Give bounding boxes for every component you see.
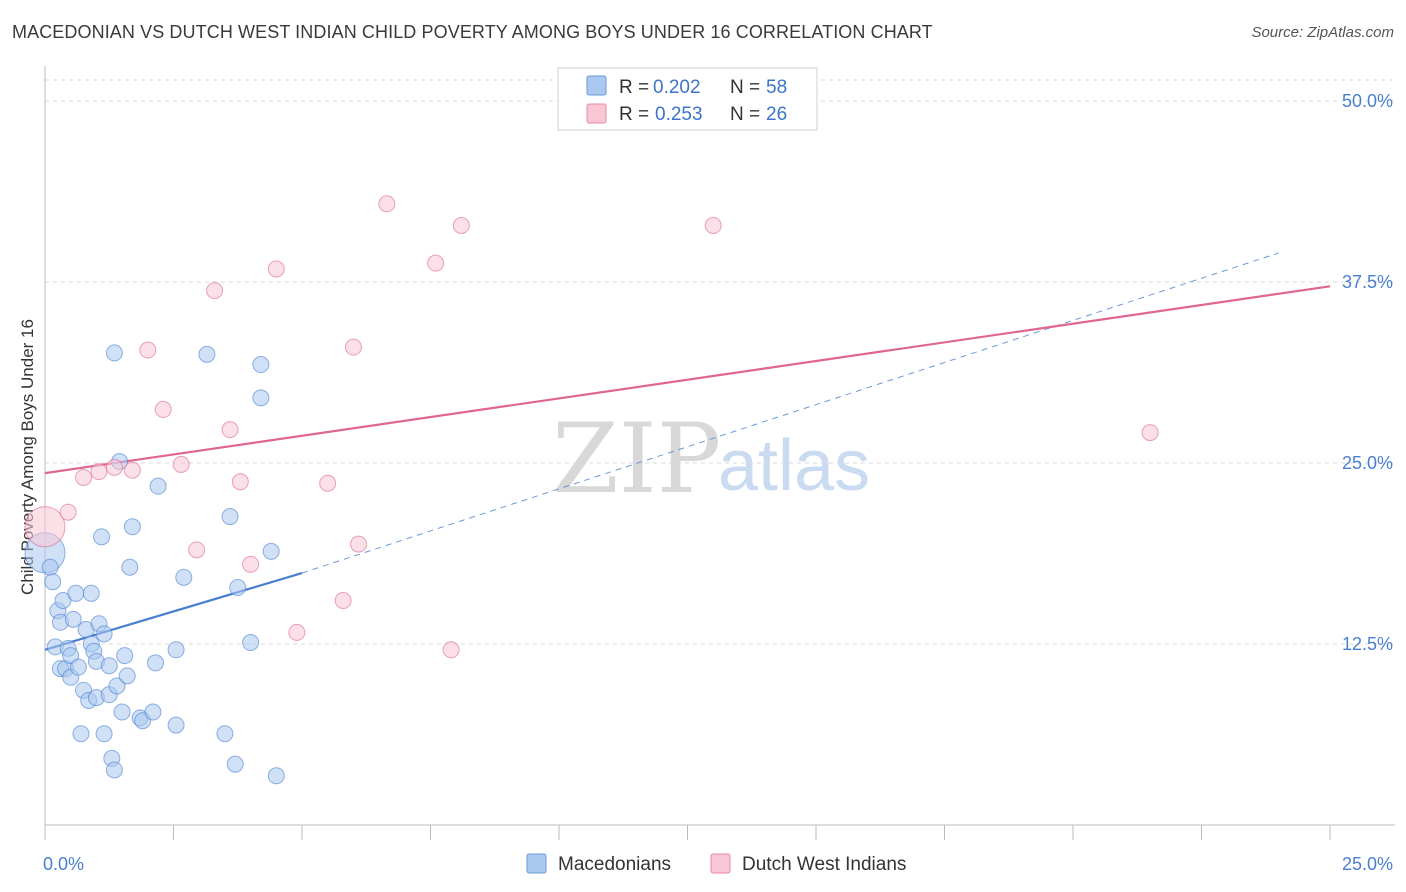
data-point <box>95 625 113 643</box>
data-point <box>118 667 136 685</box>
legend-swatch-dutch-west-indians <box>586 103 607 124</box>
data-point <box>41 558 59 576</box>
data-point <box>75 468 93 486</box>
data-point <box>59 503 77 521</box>
bottom-legend-swatch-macedonians <box>526 853 547 874</box>
x-tick-label: 25.0% <box>1342 854 1393 874</box>
data-point <box>221 421 239 439</box>
y-tick-label: 12.5% <box>1342 634 1393 654</box>
bottom-legend-label-macedonians: Macedonians <box>558 854 671 875</box>
data-point <box>167 641 185 659</box>
bottom-legend-swatch-dutch-west-indians <box>710 853 731 874</box>
data-point <box>334 592 352 610</box>
data-point <box>229 579 247 597</box>
y-tick-label: 37.5% <box>1342 272 1393 292</box>
data-point <box>344 338 362 356</box>
data-point <box>105 458 123 476</box>
trend-line-dashed <box>301 252 1279 574</box>
data-point <box>123 461 141 479</box>
data-point <box>67 584 85 602</box>
legend-n-value-1: 58 <box>766 77 787 98</box>
data-point <box>231 473 249 491</box>
data-point <box>267 260 285 278</box>
data-point <box>242 555 260 573</box>
data-point <box>319 474 337 492</box>
data-point <box>252 389 270 407</box>
legend-n-value-2: 26 <box>766 104 787 125</box>
legend-r-label-2: R = <box>619 104 649 125</box>
data-point <box>54 592 72 610</box>
data-point <box>175 568 193 586</box>
tick-labels: 12.5% 25.0% 37.5% 50.0% 0.0% 25.0% <box>43 91 1393 874</box>
data-point <box>226 755 244 773</box>
chart-title: MACEDONIAN VS DUTCH WEST INDIAN CHILD PO… <box>12 22 933 42</box>
legend-r-value-2: 0.253 <box>655 104 703 125</box>
data-point <box>378 195 396 213</box>
data-point <box>139 341 157 359</box>
data-point <box>267 767 285 785</box>
data-point <box>116 647 134 665</box>
data-point <box>167 716 185 734</box>
data-point <box>93 528 111 546</box>
bottom-legend-label-dutch-west-indians: Dutch West Indians <box>742 854 906 875</box>
legend-r-label-1: R = <box>619 77 649 98</box>
data-point <box>113 703 131 721</box>
y-tick-label: 50.0% <box>1342 91 1393 111</box>
data-point <box>221 508 239 526</box>
data-point <box>149 477 167 495</box>
watermark-zip: ZIP <box>552 403 721 515</box>
data-point <box>216 725 234 743</box>
data-point <box>72 725 90 743</box>
data-point <box>90 463 108 481</box>
data-point <box>172 455 190 473</box>
data-point <box>452 216 470 234</box>
x-tick-label: 0.0% <box>43 854 84 874</box>
legend-r-value-1: 0.202 <box>653 77 701 98</box>
data-point <box>206 282 224 300</box>
data-point <box>108 677 126 695</box>
watermark-atlas: atlas <box>718 426 870 506</box>
data-point <box>95 725 113 743</box>
data-point <box>44 573 62 591</box>
y-tick-label: 25.0% <box>1342 453 1393 473</box>
data-point <box>147 654 165 672</box>
legend-n-label-2: N = <box>730 104 760 125</box>
trend-line-solid <box>44 571 303 651</box>
data-point <box>262 542 280 560</box>
data-point <box>64 610 82 628</box>
data-point <box>350 535 368 553</box>
data-point <box>198 345 216 363</box>
data-point <box>82 584 100 602</box>
data-point <box>121 558 139 576</box>
data-point <box>100 657 118 675</box>
trend-line-solid <box>44 285 1331 475</box>
data-point <box>427 254 445 272</box>
source-credit: Source: ZipAtlas.com <box>1251 24 1394 41</box>
data-point <box>188 541 206 559</box>
legend-swatch-macedonians <box>586 75 607 96</box>
data-point <box>154 400 172 418</box>
data-point <box>288 623 306 641</box>
data-point <box>69 658 87 676</box>
data-point <box>144 703 162 721</box>
data-point <box>1141 424 1159 442</box>
data-points <box>24 195 1159 785</box>
data-point <box>242 634 260 652</box>
legend-n-label-1: N = <box>730 77 760 98</box>
data-point <box>704 216 722 234</box>
data-point <box>105 344 123 362</box>
axes <box>44 66 1395 840</box>
series-legend: Macedonians Dutch West Indians <box>526 853 906 875</box>
data-point <box>105 761 123 779</box>
correlation-legend: R = 0.202 N = 58 R = 0.253 N = 26 <box>557 67 818 131</box>
data-point <box>123 518 141 536</box>
data-point <box>252 356 270 374</box>
data-point <box>442 641 460 659</box>
data-point <box>24 506 66 548</box>
